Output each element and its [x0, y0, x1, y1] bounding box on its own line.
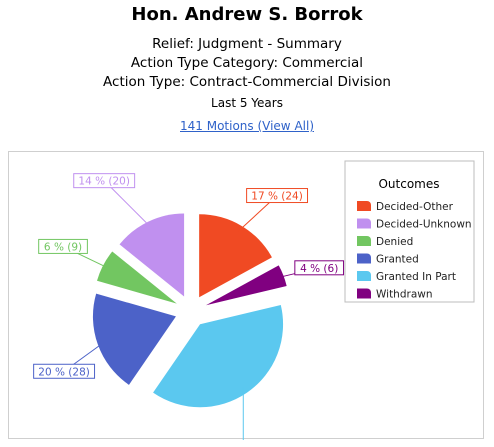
- legend-swatch-granted: [357, 253, 371, 264]
- pie-slice-decided-unknown[interactable]: [119, 213, 185, 297]
- chart-container: 17 % (24)4 % (6)38 % (54)20 % (28)6 % (9…: [8, 151, 484, 440]
- data-label-box-denied: [38, 238, 88, 254]
- data-label-granted: 20 % (28): [38, 366, 90, 378]
- outcomes-pie-chart: 17 % (24)4 % (6)38 % (54)20 % (28)6 % (9…: [33, 160, 475, 440]
- pie-data-labels: 17 % (24)4 % (6)38 % (54)20 % (28)6 % (9…: [33, 173, 345, 440]
- legend-swatch-denied: [357, 236, 371, 246]
- action-type-category-line: Action Type Category: Commercial: [130, 55, 364, 71]
- judge-name: Hon. Andrew S. Borrok: [131, 4, 363, 25]
- legend: Outcomes Decided-Other Decided-Unknown Den…: [344, 160, 475, 303]
- data-label-box-decided-unknown: [73, 173, 136, 189]
- data-label-withdrawn: 4 % (6): [300, 263, 338, 275]
- data-label-decided-other: 17 % (24): [251, 191, 303, 203]
- legend-item-denied[interactable]: Denied: [376, 236, 413, 248]
- pie-slice-granted-in-part[interactable]: [153, 304, 284, 408]
- legend-swatch-decided-unknown: [357, 218, 371, 229]
- view-all-motions-link[interactable]: 141 Motions (View All): [180, 119, 314, 133]
- data-label-denied: 6 % (9): [44, 241, 82, 253]
- legend-item-decided-unknown[interactable]: Decided-Unknown: [376, 219, 472, 231]
- legend-item-withdrawn[interactable]: Withdrawn: [376, 289, 433, 301]
- legend-swatch-withdrawn: [357, 288, 371, 299]
- pie-slices: [92, 213, 287, 408]
- motions-link-container: 141 Motions (View All): [0, 119, 494, 133]
- pie-slice-granted[interactable]: [92, 293, 176, 385]
- legend-swatch-granted-in-part: [357, 271, 371, 281]
- data-label-box-granted: [33, 363, 96, 379]
- pie-slice-withdrawn[interactable]: [205, 265, 287, 306]
- pie-slice-denied[interactable]: [96, 251, 177, 304]
- data-label-box-withdrawn: [294, 260, 345, 276]
- legend-item-granted[interactable]: Granted: [376, 254, 419, 266]
- data-label-box-decided-other: [246, 188, 309, 204]
- legend-item-decided-other[interactable]: Decided-Other: [376, 201, 454, 213]
- label-connector-decided-unknown: [103, 180, 152, 229]
- pie-slice-decided-other[interactable]: [199, 214, 272, 298]
- legend-title: Outcomes: [378, 177, 439, 191]
- legend-swatch-decided-other: [357, 201, 371, 211]
- legend-item-granted-in-part[interactable]: Granted In Part: [376, 271, 456, 283]
- relief-line: Relief: Judgment - Summary: [152, 36, 342, 52]
- period-line: Last 5 Years: [211, 96, 283, 110]
- data-label-decided-unknown: 14 % (20): [78, 176, 130, 188]
- action-type-line: Action Type: Contract-Commercial Divisio…: [103, 74, 391, 90]
